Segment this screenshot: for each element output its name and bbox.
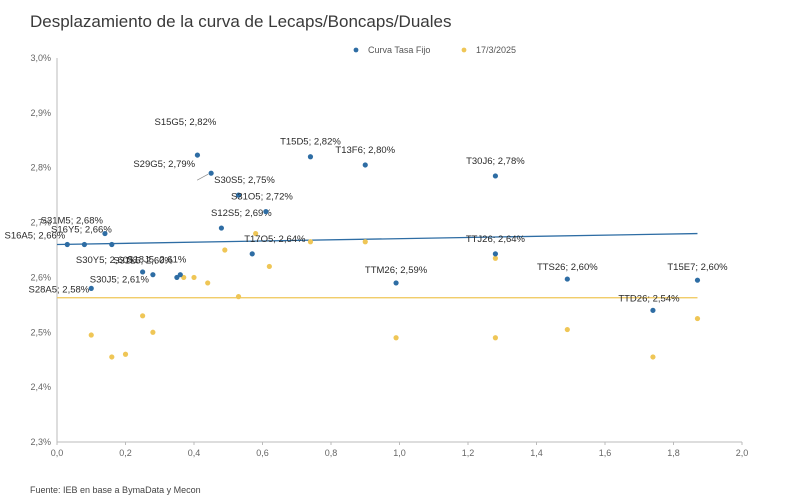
marzo-17-point [564, 326, 570, 333]
point-label: TTD26; 2,54% [618, 293, 680, 304]
marzo-17-point [650, 354, 656, 360]
y-tick-label: 2,4% [30, 382, 51, 392]
curva-tasa-fijo-point [492, 173, 498, 179]
curva-tasa-fijo-point [88, 285, 94, 291]
curva-tasa-fijo-point [218, 225, 224, 231]
curva-tasa-fijo-point [102, 230, 108, 237]
point-label: TTJ26; 2,64% [466, 234, 526, 245]
point-label: T15D5; 2,82% [280, 137, 341, 148]
label-leader-line [196, 173, 209, 181]
point-label: TTS26; 2,60% [537, 262, 598, 273]
point-label: S28A5; 2,58% [29, 284, 90, 295]
y-tick-label: 2,9% [30, 108, 51, 118]
point-label: S30J5; 2,61% [90, 275, 150, 286]
curva-tasa-fijo-point [650, 307, 656, 313]
curva-tasa-fijo-point [249, 251, 255, 257]
chart-title: Desplazamiento de la curva de Lecaps/Bon… [30, 12, 452, 31]
legend-marker-17-3-2025 [461, 47, 467, 53]
curva-tasa-fijo-point [194, 152, 201, 158]
marzo-17-point [140, 313, 146, 319]
y-tick-label: 2,3% [30, 437, 51, 447]
marzo-17-point [109, 354, 115, 360]
point-label: S30Y5; 2,60% [76, 255, 137, 266]
curva-tasa-fijo-point [208, 170, 214, 176]
marzo-17-point [191, 274, 197, 281]
curva-tasa-fijo-point [150, 272, 156, 278]
legend-label-17-3-2025: 17/3/2025 [476, 45, 516, 55]
x-tick-label: 0,0 [51, 448, 64, 458]
x-tick-label: 1,2 [462, 448, 475, 458]
curva-tasa-fijo-point [140, 269, 146, 275]
marzo-17-point [235, 294, 242, 300]
point-label: S16Y5; 2,66% [51, 225, 112, 236]
point-label: TTM26; 2,59% [365, 265, 428, 276]
x-tick-label: 1,4 [530, 448, 543, 458]
x-tick-label: 0,6 [256, 448, 269, 458]
marzo-17-point [307, 239, 314, 245]
y-tick-label: 3,0% [30, 53, 51, 63]
marzo-17-point [266, 263, 272, 270]
point-label: S16A5; 2,66% [5, 231, 66, 242]
point-label: S31O5; 2,72% [231, 192, 293, 203]
marzo-17-point [492, 255, 498, 261]
point-label: T13F6; 2,80% [335, 145, 395, 156]
y-tick-label: 2,5% [30, 327, 51, 337]
source-note: Fuente: IEB en base a BymaData y Mecon [30, 485, 201, 495]
x-tick-label: 1,0 [393, 448, 406, 458]
trendline-curva-tasa-fijo [56, 232, 698, 246]
marzo-17-point [122, 351, 129, 357]
point-label: S31M5; 2,68% [41, 216, 104, 227]
point-label: S15G5; 2,82% [155, 117, 217, 128]
x-tick-label: 1,6 [599, 448, 612, 458]
legend-label-curva-tasa-fijo: Curva Tasa Fijo [368, 45, 430, 55]
point-label: S31L5; 2,60% [113, 255, 173, 266]
x-tick-label: 1,8 [667, 448, 680, 458]
point-label: S18J5; 2,61% [127, 255, 187, 266]
curva-tasa-fijo-point [109, 241, 115, 248]
point-label: S29G5; 2,79% [133, 159, 195, 170]
y-tick-label: 2,8% [30, 163, 51, 173]
curva-tasa-fijo-point [263, 209, 269, 215]
point-label: T15E7; 2,60% [667, 262, 728, 273]
legend-marker-curva-tasa-fijo [353, 47, 359, 53]
x-tick-label: 2,0 [736, 448, 749, 458]
marzo-17-point [222, 247, 228, 253]
marzo-17-point [694, 315, 701, 322]
marzo-17-point [150, 329, 156, 335]
curva-tasa-fijo-point [174, 274, 180, 281]
marzo-17-point [253, 230, 259, 237]
point-label: S12S5; 2,69% [211, 208, 272, 219]
marzo-17-point [88, 332, 94, 338]
y-tick-label: 2,6% [30, 272, 51, 282]
curva-tasa-fijo-point [307, 154, 314, 160]
x-tick-label: 0,8 [325, 448, 338, 458]
point-label: T30J6; 2,78% [466, 156, 525, 167]
curva-tasa-fijo-point [235, 192, 242, 198]
y-tick-label: 2,7% [30, 218, 51, 228]
marzo-17-point [362, 239, 368, 245]
marzo-17-point [393, 335, 399, 341]
marzo-17-point [492, 335, 498, 341]
curva-tasa-fijo-point [64, 241, 70, 248]
curva-tasa-fijo-point [564, 276, 570, 282]
marzo-17-point [205, 280, 211, 286]
x-tick-label: 0,2 [119, 448, 132, 458]
x-tick-label: 0,4 [188, 448, 201, 458]
point-label: S30S5; 2,75% [214, 175, 275, 186]
curva-tasa-fijo-point [81, 241, 87, 248]
curva-tasa-fijo-point [694, 277, 701, 283]
curva-tasa-fijo-point [393, 280, 399, 286]
point-label: T17O5; 2,64% [244, 234, 306, 245]
curva-tasa-fijo-point [492, 251, 498, 257]
curva-tasa-fijo-point [362, 162, 368, 168]
